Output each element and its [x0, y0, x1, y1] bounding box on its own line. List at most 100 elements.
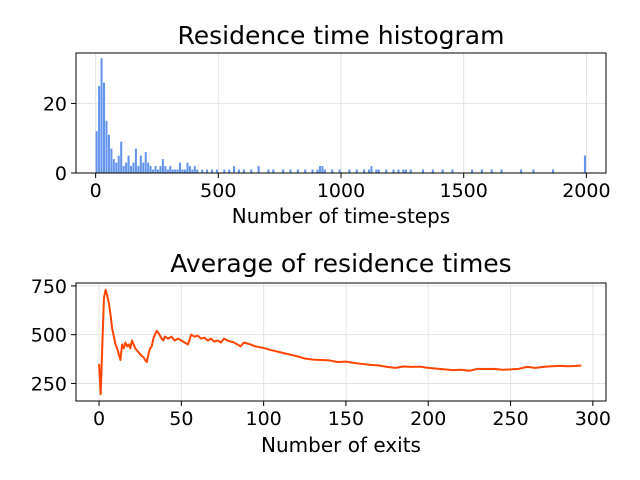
average-x-tick-label: 50: [169, 408, 193, 430]
histogram-bar: [316, 169, 319, 173]
histogram-bar: [363, 169, 366, 173]
average-plot-frame: [75, 282, 607, 402]
histogram-bar: [370, 166, 373, 173]
histogram-bar: [532, 169, 535, 173]
histogram-bar: [228, 169, 231, 173]
histogram-bar: [311, 169, 314, 173]
histogram-bar: [186, 162, 189, 173]
average-title: Average of residence times: [170, 249, 511, 278]
histogram-bar: [367, 169, 371, 173]
histogram-bar: [392, 169, 395, 173]
histogram-bar: [115, 162, 118, 173]
histogram-bar: [152, 169, 155, 173]
histogram-bar: [321, 166, 324, 173]
histogram-bar: [480, 169, 483, 173]
average-line: [98, 288, 582, 396]
histogram-bar: [500, 169, 503, 173]
histogram-bar: [490, 169, 493, 173]
histogram-bar: [267, 169, 270, 173]
average-x-tick-label: 0: [93, 408, 105, 430]
histogram-x-tick-label: 500: [200, 180, 236, 202]
histogram-bar: [323, 169, 326, 173]
histogram-x-tick-label: 2000: [562, 180, 610, 202]
histogram-bar: [137, 166, 140, 173]
histogram-bar: [120, 141, 123, 173]
histogram-bar: [338, 169, 341, 173]
histogram-bar: [122, 166, 125, 173]
histogram-y-tick-label: 20: [43, 93, 67, 115]
average-panel: Average of residence times 0 50 100 150 200 2…: [31, 249, 611, 457]
average-x-tick-label: 250: [492, 408, 528, 430]
histogram-bar: [102, 82, 106, 173]
histogram-bar: [331, 169, 334, 173]
histogram-bar: [132, 162, 135, 173]
histogram-bar: [215, 169, 218, 173]
histogram-bar: [385, 169, 388, 173]
histogram-bar: [181, 169, 184, 173]
histogram-bar: [169, 166, 172, 173]
histogram-x-tick-label: 1000: [317, 180, 365, 202]
histogram-bar: [149, 166, 152, 173]
histogram-bar: [191, 169, 194, 173]
histogram-bar: [139, 155, 142, 173]
histogram-bar: [134, 148, 137, 173]
histogram-bar: [242, 169, 245, 173]
average-y-tick-label: 750: [31, 276, 67, 298]
histogram-bar: [289, 169, 292, 173]
histogram-bar: [404, 169, 407, 173]
histogram-bar: [161, 159, 164, 173]
histogram-bar: [583, 155, 586, 173]
histogram-bar: [164, 166, 167, 173]
average-y-tick-label: 500: [31, 325, 67, 347]
histogram-bar: [409, 169, 412, 173]
histogram-bar: [166, 169, 169, 173]
histogram-bar: [375, 169, 378, 173]
histogram-panel: Residence time histogram 0 500 1000 1500 200…: [43, 21, 611, 228]
histogram-bar: [397, 169, 400, 173]
histogram-bar: [112, 159, 115, 173]
histogram-bar: [174, 169, 177, 173]
histogram-bar: [237, 169, 240, 173]
histogram-bars: [95, 58, 586, 173]
histogram-bar: [431, 169, 434, 173]
histogram-bar: [296, 169, 299, 173]
histogram-bar: [451, 169, 454, 173]
histogram-bar: [377, 169, 380, 173]
histogram-bar: [159, 166, 162, 173]
average-x-tick-label: 300: [575, 408, 611, 430]
histogram-bar: [171, 169, 174, 173]
histogram-bar: [520, 169, 523, 173]
histogram-bar: [183, 169, 187, 173]
histogram-bar: [129, 166, 133, 173]
histogram-bar: [110, 148, 113, 173]
histogram-bar: [201, 169, 204, 173]
histogram-bar: [223, 169, 226, 173]
histogram-bar: [355, 169, 358, 173]
histogram-bar: [105, 120, 108, 173]
histogram-bar: [304, 169, 307, 173]
histogram-bar: [98, 86, 101, 173]
average-x-tick-label: 100: [246, 408, 282, 430]
histogram-bar: [348, 169, 351, 173]
histogram-bar: [441, 169, 444, 173]
histogram-bar: [193, 166, 196, 173]
histogram-bar: [282, 169, 285, 173]
histogram-bar: [250, 169, 253, 173]
average-y-tick-label: 250: [31, 373, 67, 395]
histogram-bar: [147, 162, 150, 173]
histogram-bar: [471, 169, 474, 173]
histogram-ticks: 0 500 1000 1500 2000 0 20: [43, 93, 611, 202]
histogram-bar: [125, 162, 128, 173]
histogram-bar: [402, 169, 405, 173]
histogram-bar: [196, 169, 199, 173]
histogram-bar: [179, 162, 182, 173]
histogram-bar: [421, 169, 425, 173]
histogram-bar: [552, 169, 555, 173]
histogram-x-tick-label: 0: [90, 180, 102, 202]
average-ticks: 0 50 100 150 200 250 300 250 500 750: [31, 276, 611, 430]
histogram-bar: [156, 169, 160, 173]
histogram-bar: [117, 155, 120, 173]
histogram-bar: [100, 58, 103, 173]
histogram-bar: [206, 169, 209, 173]
